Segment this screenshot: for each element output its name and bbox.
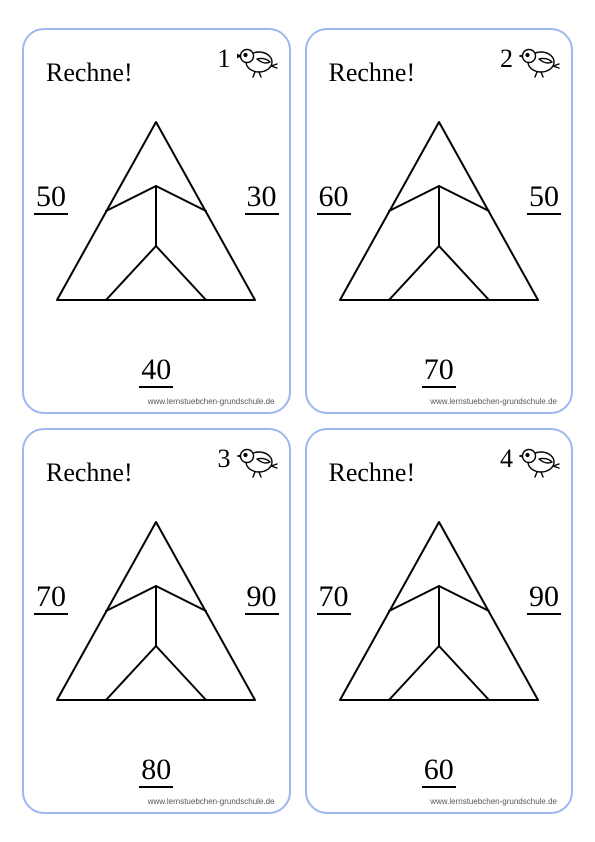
value-bottom: 80	[139, 753, 173, 788]
card-index: 3	[218, 444, 231, 474]
value-bottom: 40	[139, 353, 173, 388]
triangle-diagram	[51, 116, 261, 306]
bird-icon	[519, 44, 561, 83]
footer-url: www.lernstuebchen-grundschule.de	[430, 397, 557, 406]
math-card: Rechne! 3	[22, 428, 291, 814]
value-right: 90	[527, 580, 561, 615]
bird-icon	[519, 444, 561, 483]
footer-url: www.lernstuebchen-grundschule.de	[148, 397, 275, 406]
value-left: 70	[317, 580, 351, 615]
card-index: 1	[218, 44, 231, 74]
triangle-diagram	[334, 116, 544, 306]
triangle-diagram	[51, 516, 261, 706]
value-left: 60	[317, 180, 351, 215]
card-title: Rechne!	[46, 58, 133, 88]
card-title: Rechne!	[329, 458, 416, 488]
value-left: 50	[34, 180, 68, 215]
card-index: 2	[500, 44, 513, 74]
worksheet-page: Rechne! 1	[0, 0, 595, 842]
footer-url: www.lernstuebchen-grundschule.de	[148, 797, 275, 806]
triangle-diagram	[334, 516, 544, 706]
math-card: Rechne! 2	[305, 28, 574, 414]
value-left: 70	[34, 580, 68, 615]
value-bottom: 60	[422, 753, 456, 788]
value-bottom: 70	[422, 353, 456, 388]
card-title: Rechne!	[46, 458, 133, 488]
math-card: Rechne! 4	[305, 428, 574, 814]
footer-url: www.lernstuebchen-grundschule.de	[430, 797, 557, 806]
card-index: 4	[500, 444, 513, 474]
value-right: 90	[245, 580, 279, 615]
value-right: 50	[527, 180, 561, 215]
card-title: Rechne!	[329, 58, 416, 88]
bird-icon	[237, 44, 279, 83]
bird-icon	[237, 444, 279, 483]
value-right: 30	[245, 180, 279, 215]
math-card: Rechne! 1	[22, 28, 291, 414]
